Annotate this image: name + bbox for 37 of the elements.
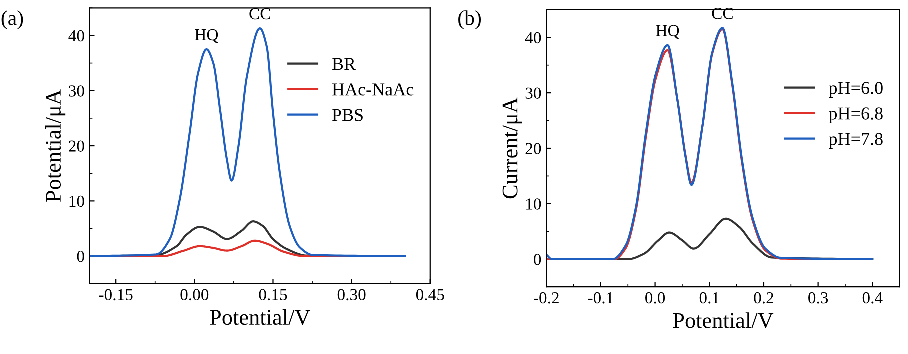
annotation: HQ [656,25,680,39]
y-tick-label: 10 [526,198,542,210]
y-tick-label: 30 [69,86,84,97]
y-tick-label: 10 [70,196,84,208]
text: (b) [458,10,482,30]
y-tick-label: 40 [68,30,84,42]
legend-label: pH=6.8 [829,108,883,124]
legend-label: BR [332,58,356,70]
legend-label: HAc-NaAc [332,84,414,96]
x-tick-label: 0.2 [754,292,774,304]
y-axis-title: Current/μA [502,98,522,199]
x-tick-label: -0.15 [99,289,133,301]
y-tick-label: 20 [526,143,542,154]
y-tick-label: 40 [525,32,542,44]
x-tick-label: 0.4 [862,292,883,304]
x-tick-label: 0.1 [700,292,720,304]
y-tick-label: 20 [69,140,84,152]
x-tick-label: 0.30 [338,289,366,301]
text: (a) [2,10,24,30]
y-tick-label: 30 [526,88,542,100]
x-tick-label: 0.00 [180,289,209,301]
x-tick-label: 0.3 [808,292,828,304]
x-tick-label: -0.2 [534,292,559,304]
x-tick-label: 0.45 [416,289,444,301]
legend-label: PBS [332,109,363,122]
x-tick-label: 0.0 [646,292,666,304]
legend-label: pH=6.0 [829,82,883,98]
y-axis-title: Potential/μA [45,90,66,202]
annotation: CC [250,8,270,20]
legend-label: pH=7.8 [829,133,883,149]
x-axis-title: Potential/V [673,312,774,328]
y-tick-label: 0 [534,254,542,266]
x-axis-title: Potential/V [210,309,311,326]
x-tick-label: -0.1 [588,292,614,304]
annotation: HQ [195,29,218,44]
y-tick-label: 0 [77,251,84,262]
x-tick-label: 0.15 [259,289,288,301]
